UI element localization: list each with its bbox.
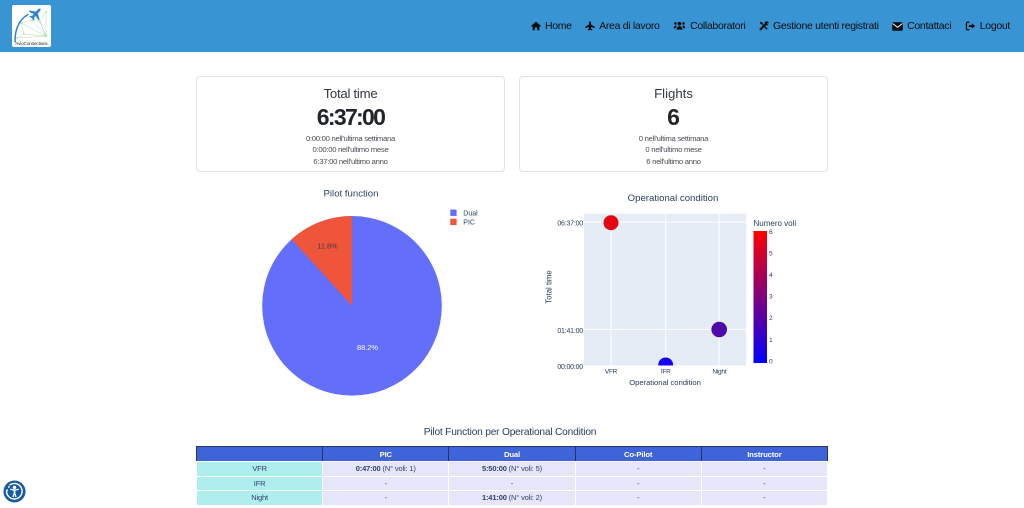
svg-text:6: 6	[769, 229, 773, 236]
svg-text:5: 5	[769, 250, 773, 257]
svg-text:2: 2	[769, 315, 773, 322]
svg-text:Numero voli: Numero voli	[754, 219, 797, 228]
svg-text:Night: Night	[712, 368, 726, 375]
svg-text:AvioConnections: AvioConnections	[15, 41, 48, 46]
svg-text:0: 0	[769, 358, 773, 365]
svg-text:1: 1	[769, 337, 773, 344]
svg-text:Operational condition: Operational condition	[629, 378, 701, 387]
svg-text:3: 3	[769, 294, 773, 301]
svg-text:4: 4	[769, 272, 773, 279]
svg-text:00:00:00: 00:00:00	[557, 364, 583, 371]
svg-text:Total time: Total time	[545, 270, 554, 303]
svg-text:11.8%: 11.8%	[317, 241, 338, 250]
svg-text:06:37:00: 06:37:00	[557, 220, 583, 227]
svg-text:Dual: Dual	[463, 210, 478, 217]
svg-text:IFR: IFR	[661, 368, 671, 375]
svg-text:VFR: VFR	[605, 368, 618, 375]
svg-text:Pilot function: Pilot function	[324, 189, 379, 200]
svg-text:01:41:00: 01:41:00	[557, 328, 583, 335]
svg-text:88.2%: 88.2%	[357, 343, 378, 352]
svg-text:PIC: PIC	[463, 219, 475, 226]
svg-text:Operational condition: Operational condition	[628, 193, 719, 204]
